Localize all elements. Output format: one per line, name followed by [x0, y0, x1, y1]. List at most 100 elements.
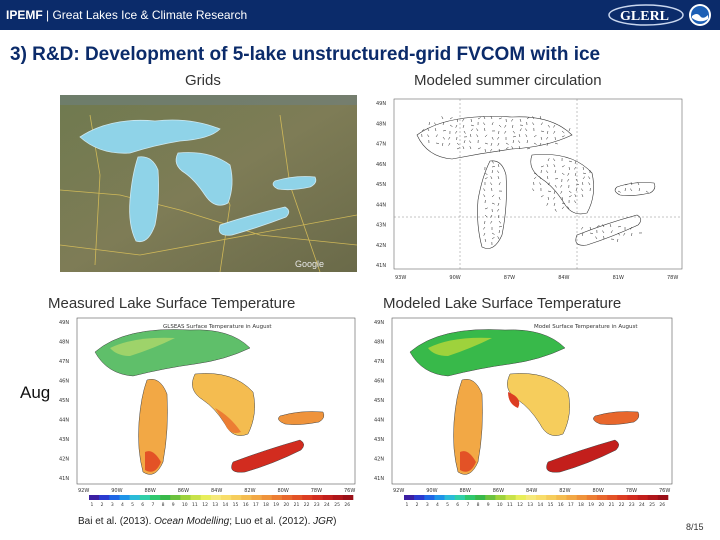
circulation-vector [455, 124, 458, 128]
circulation-vector [532, 188, 535, 192]
circulation-vector [505, 142, 509, 145]
measured-colorbar-swatch [231, 495, 242, 500]
modeled-colorbar-swatch [596, 495, 608, 500]
circulation-vector [610, 230, 613, 234]
circulation-vector [491, 237, 495, 240]
measured-colorbar-swatch [190, 495, 201, 500]
circulation-vector [427, 128, 430, 132]
circulation-vector [532, 122, 535, 126]
circulation-vector [637, 182, 640, 186]
erie-measured [231, 439, 304, 473]
modeled-colorbar-swatch [424, 495, 435, 500]
circulation-vector [497, 170, 500, 174]
modeled-colorbar-tick: 21 [609, 502, 615, 508]
circulation-vector [546, 136, 549, 140]
noaa-logo [689, 4, 711, 26]
circulation-vector [490, 182, 493, 186]
circ-x-tick: 93W [395, 275, 406, 281]
modeled-colorbar-swatch [657, 495, 669, 500]
measured-colorbar-tick: 21 [294, 502, 300, 508]
circulation-vector [645, 190, 649, 193]
circulation-vector [449, 124, 453, 127]
modeled-colorbar-swatch [434, 495, 445, 500]
circulation-vector [553, 158, 556, 162]
measured-colorbar-swatch [332, 495, 344, 500]
circulation-vector [525, 128, 528, 132]
circulation-vector [456, 147, 460, 150]
modeled-colorbar-swatch [404, 495, 415, 500]
meas-y-tick: 42N [59, 457, 69, 463]
circ-y-tick: 47N [376, 142, 386, 148]
circulation-vector [617, 225, 621, 228]
circulation-vector [434, 128, 437, 132]
circulation-vector [484, 142, 488, 145]
circulation-vector [588, 182, 591, 186]
circulation-vector [491, 194, 495, 198]
meas-y-tick: 41N [59, 476, 69, 482]
measured-colorbar-swatch [241, 495, 252, 500]
measured-colorbar-tick: 18 [263, 502, 269, 508]
circulation-vector [470, 134, 472, 138]
circulation-vector [540, 195, 544, 198]
circulation-vector [624, 188, 626, 192]
measured-colorbar-swatch [342, 495, 354, 500]
meas-x-tick: 90W [111, 488, 122, 494]
modeled-colorbar-tick: 10 [497, 502, 503, 508]
citation-part2: ; Luo et al. (2012). [229, 516, 314, 527]
circulation-vector [561, 172, 565, 176]
model-y-tick: 43N [374, 437, 384, 443]
circulation-vector [456, 118, 458, 122]
modeled-colorbar-swatch [647, 495, 659, 500]
circulation-vector [498, 226, 502, 228]
modeled-colorbar-swatch [525, 495, 537, 500]
circulation-vector [567, 172, 570, 176]
slide-title: 3) R&D: Development of 5-lake unstructur… [10, 44, 601, 65]
circulation-vector [428, 122, 430, 126]
modeled-colorbar-swatch [495, 495, 506, 500]
measured-colorbar-swatch [129, 495, 141, 500]
measured-colorbar-tick: 8 [162, 502, 165, 508]
circulation-vector [553, 202, 556, 206]
measured-colorbar-swatch [302, 495, 313, 500]
circulation-vector [484, 177, 488, 180]
circulation-vector [483, 226, 486, 230]
ontario-modeled [593, 411, 640, 425]
measured-lst-map: GLSEAS Surface Temperature in August 92W… [55, 312, 365, 517]
circulation-vector [617, 238, 619, 242]
circulation-vector [427, 134, 430, 138]
circulation-vector [421, 128, 425, 132]
circulation-vector [449, 117, 453, 120]
google-watermark: Google [295, 259, 324, 269]
circulation-vector [448, 136, 451, 140]
circulation-vector [553, 190, 556, 194]
model-x-tick: 88W [460, 488, 471, 494]
circulation-vector [582, 166, 584, 170]
modeled-colorbar-tick: 3 [426, 502, 429, 508]
circulation-vector [567, 206, 570, 210]
modeled-colorbar-tick: 5 [446, 502, 449, 508]
org-name: IPEMF [6, 8, 43, 22]
circulation-vector [463, 140, 466, 144]
circulation-vector [498, 124, 502, 128]
circulation-vector [553, 130, 556, 134]
modeled-colorbar-tick: 26 [659, 502, 665, 508]
circulation-vector [575, 188, 578, 192]
modeled-colorbar-tick: 22 [619, 502, 625, 508]
meas-x-tick: 84W [211, 488, 222, 494]
modeled-colorbar-tick: 11 [507, 502, 513, 508]
grids-satellite-image: Google [60, 95, 357, 272]
measured-colorbar-swatch [261, 495, 273, 500]
meas-x-tick: 92W [78, 488, 89, 494]
measured-colorbar-swatch [251, 495, 262, 500]
circulation-vector [581, 194, 584, 198]
circulation-vector [477, 117, 481, 120]
circulation-vector [512, 135, 516, 138]
circ-x-tick: 87W [504, 275, 515, 281]
measured-colorbar-swatch [170, 495, 181, 500]
circulation-vector [455, 130, 458, 134]
measured-colorbar-tick: 17 [253, 502, 259, 508]
circulation-vector [490, 214, 493, 218]
modeled-colorbar-swatch [576, 495, 588, 500]
modeled-colorbar-swatch [536, 495, 547, 500]
modeled-colorbar-tick: 12 [517, 502, 523, 508]
